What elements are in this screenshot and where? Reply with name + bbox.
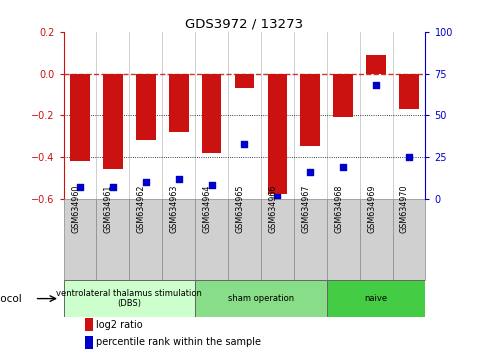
Bar	[85, 336, 93, 349]
Text: GSM634966: GSM634966	[268, 184, 277, 233]
Text: GSM634965: GSM634965	[235, 184, 244, 233]
Bar	[70, 74, 90, 161]
Point	[109, 184, 117, 190]
Text: naive: naive	[364, 294, 387, 303]
Bar	[398, 74, 418, 109]
Title: GDS3972 / 13273: GDS3972 / 13273	[185, 18, 303, 31]
FancyBboxPatch shape	[392, 199, 425, 280]
Bar	[333, 74, 352, 117]
Bar	[136, 74, 155, 140]
Point	[273, 194, 281, 200]
FancyBboxPatch shape	[326, 199, 359, 280]
Point	[207, 182, 215, 188]
FancyBboxPatch shape	[227, 199, 261, 280]
Point	[404, 154, 412, 160]
Text: GSM634960: GSM634960	[71, 184, 80, 233]
Text: percentile rank within the sample: percentile rank within the sample	[96, 337, 261, 348]
Text: protocol: protocol	[0, 293, 22, 304]
FancyBboxPatch shape	[63, 199, 96, 280]
Text: GSM634963: GSM634963	[169, 184, 178, 233]
Bar	[234, 74, 254, 88]
FancyBboxPatch shape	[359, 199, 392, 280]
Point	[339, 164, 346, 170]
FancyBboxPatch shape	[326, 280, 425, 317]
Bar	[103, 74, 122, 170]
FancyBboxPatch shape	[129, 199, 162, 280]
Point	[240, 141, 248, 147]
Text: GSM634969: GSM634969	[366, 184, 375, 233]
FancyBboxPatch shape	[162, 199, 195, 280]
Bar	[366, 55, 385, 74]
Text: GSM634970: GSM634970	[399, 184, 408, 233]
Point	[174, 176, 182, 181]
Text: GSM634967: GSM634967	[301, 184, 310, 233]
Bar	[85, 319, 93, 331]
Text: GSM634964: GSM634964	[202, 184, 211, 233]
Text: GSM634962: GSM634962	[137, 184, 145, 233]
Bar	[300, 74, 320, 147]
Point	[76, 184, 84, 190]
FancyBboxPatch shape	[195, 280, 326, 317]
Text: GSM634961: GSM634961	[104, 184, 113, 233]
Point	[306, 169, 314, 175]
Text: sham operation: sham operation	[227, 294, 293, 303]
Text: GSM634968: GSM634968	[333, 184, 343, 233]
Bar	[168, 74, 188, 132]
Text: ventrolateral thalamus stimulation
(DBS): ventrolateral thalamus stimulation (DBS)	[56, 289, 202, 308]
Point	[142, 179, 149, 185]
Text: log2 ratio: log2 ratio	[96, 320, 142, 330]
FancyBboxPatch shape	[195, 199, 227, 280]
Point	[371, 82, 379, 88]
FancyBboxPatch shape	[261, 199, 293, 280]
FancyBboxPatch shape	[293, 199, 326, 280]
Bar	[202, 74, 221, 153]
FancyBboxPatch shape	[63, 280, 195, 317]
Bar	[267, 74, 286, 194]
FancyBboxPatch shape	[96, 199, 129, 280]
